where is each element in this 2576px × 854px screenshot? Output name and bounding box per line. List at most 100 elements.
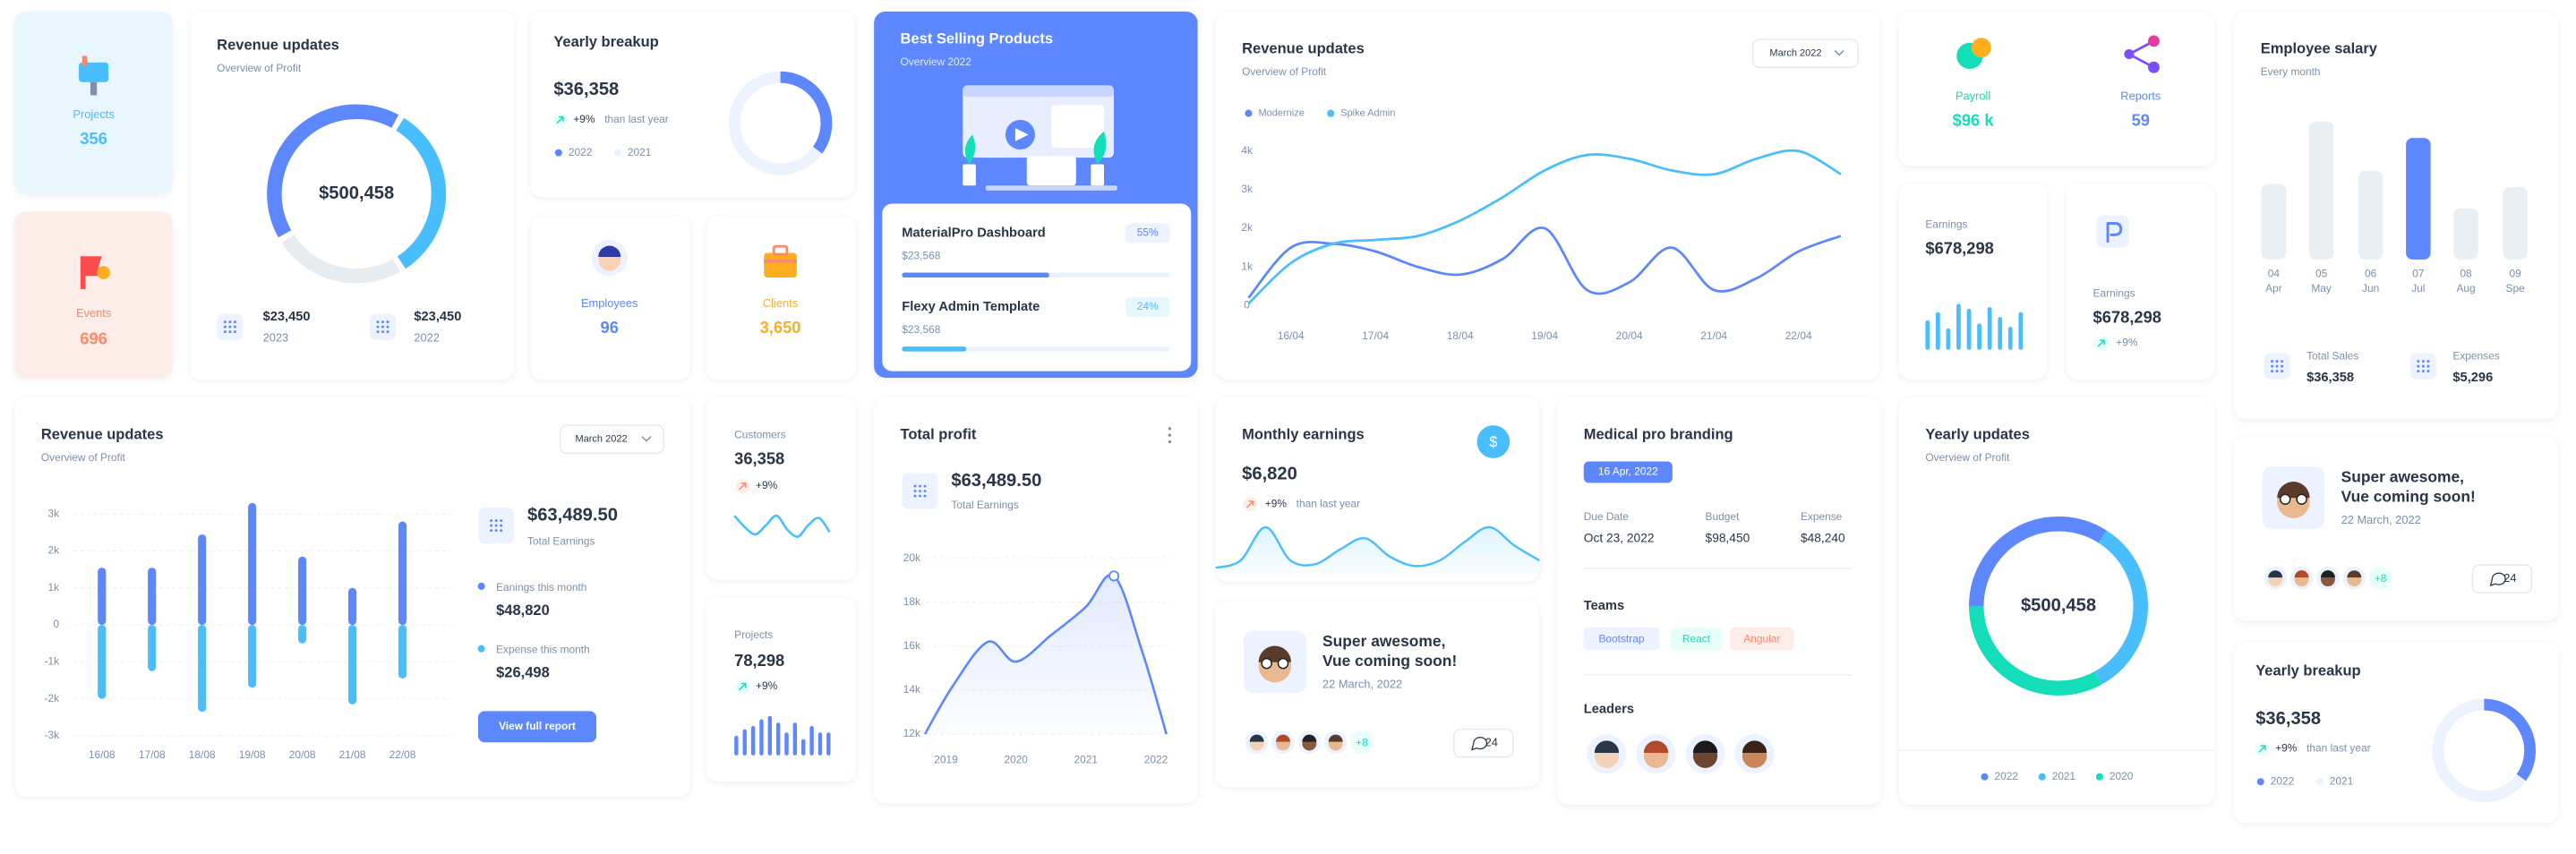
y-tick-label: 0 [1244, 298, 1250, 311]
card [1215, 601, 1540, 787]
bar [298, 556, 307, 626]
line-series [1247, 226, 1842, 299]
peak-marker [1108, 570, 1120, 582]
card [2234, 11, 2558, 419]
card-amount: $36,358 [2255, 709, 2321, 729]
paypal-icon [2106, 222, 2123, 243]
bar [2406, 138, 2431, 260]
x-tick-label: Jul [2411, 282, 2425, 295]
icon-dot [913, 490, 917, 493]
post-text: Super awesome, [2341, 467, 2464, 485]
team-label: Angular [1743, 633, 1780, 645]
clients-icon [764, 252, 797, 278]
currency-icon [1476, 425, 1511, 458]
total-label: Total Earnings [527, 535, 595, 548]
stat-value: $36,358 [2306, 371, 2354, 385]
stat-label: Expenses [2452, 349, 2499, 362]
card-title: Revenue updates [1242, 40, 1365, 56]
field-value: Oct 23, 2022 [1584, 531, 1655, 544]
icon-dot [2417, 360, 2420, 363]
avatar-eye [2279, 493, 2291, 505]
card [2234, 642, 2558, 824]
card-subtitle: Overview of Profit [41, 451, 126, 464]
date-label: 16 Apr, 2022 [1598, 465, 1658, 478]
change-arrow [739, 682, 747, 690]
card-amount: $36,358 [553, 80, 619, 99]
bar [2453, 208, 2478, 260]
stat-value: $678,298 [1925, 239, 1993, 258]
bar [398, 521, 407, 626]
y-tick-label: 3k [47, 507, 59, 519]
icon-dot [2271, 360, 2274, 363]
card [14, 211, 173, 378]
y-tick-label: 18k [903, 595, 920, 608]
avatar-hair [2294, 570, 2309, 578]
donut-center: $500,458 [319, 184, 394, 203]
clients-icon [772, 244, 789, 256]
projects-icon [90, 81, 98, 96]
icon-dot [381, 330, 384, 334]
dropdown-label[interactable]: March 2022 [1769, 48, 1821, 59]
percent-badge [1125, 297, 1170, 318]
x-tick-label: 2022 [1144, 754, 1168, 766]
donut-segment [396, 117, 447, 269]
icon-dot [490, 529, 493, 533]
avatar-hair [1742, 740, 1767, 753]
avatar-hair [1276, 734, 1290, 742]
button-label[interactable]: View full report [499, 720, 576, 732]
icon-dot [494, 524, 498, 527]
x-tick-label: Aug [2456, 282, 2475, 295]
stat-value: $48,820 [496, 602, 550, 619]
dropdown-label[interactable]: March 2022 [575, 434, 627, 445]
card [1215, 11, 1880, 380]
change-arrow [2258, 745, 2266, 753]
icon-dot [2426, 364, 2430, 368]
icon-dot [223, 320, 227, 324]
icon-dot [376, 330, 380, 334]
y-tick-label: 12k [903, 727, 920, 739]
icon-dot [494, 529, 498, 533]
total-amount: $63,489.50 [527, 505, 618, 525]
spark-bar [809, 725, 814, 756]
card-subtitle: Overview 2022 [900, 56, 971, 68]
icon-dot [228, 330, 232, 334]
y-tick-label: 2k [1241, 221, 1253, 234]
y-tick-label: 14k [903, 683, 920, 696]
x-tick-label: 08 [2460, 268, 2472, 280]
card-amount: $6,820 [1242, 465, 1297, 484]
chevron [641, 436, 652, 442]
stat-value: 96 [601, 318, 619, 337]
bar [148, 625, 157, 671]
y-tick-label: 1k [1241, 260, 1253, 272]
stat-year: 2022 [414, 330, 440, 344]
total-label: Total Earnings [951, 499, 1018, 511]
card [14, 11, 173, 194]
bar [347, 587, 357, 626]
bar [347, 625, 357, 705]
card [1899, 397, 2215, 805]
icon-dot [2417, 364, 2420, 368]
x-tick-label: 16/04 [1278, 329, 1305, 342]
icon-dot [913, 494, 917, 498]
icon-dot [913, 484, 917, 488]
icon-dot [500, 519, 503, 523]
card-title: Revenue updates [41, 427, 164, 443]
events-icon [97, 266, 110, 279]
payroll-icon [1971, 38, 1991, 58]
spark-bar [742, 729, 747, 756]
avatar-eye [2296, 493, 2307, 505]
icon-dot [2275, 370, 2279, 373]
illustration [1014, 128, 1029, 141]
products-panel [882, 203, 1192, 371]
spark-bar [801, 739, 806, 756]
bar [2358, 170, 2383, 260]
comment-badge [1453, 728, 1514, 758]
bar [2308, 121, 2334, 260]
icon-dot [233, 330, 236, 334]
card-title: Total profit [900, 427, 976, 443]
icon-dot [228, 325, 232, 329]
x-tick-label: 05 [2315, 268, 2328, 280]
donut-segment [2432, 698, 2526, 803]
